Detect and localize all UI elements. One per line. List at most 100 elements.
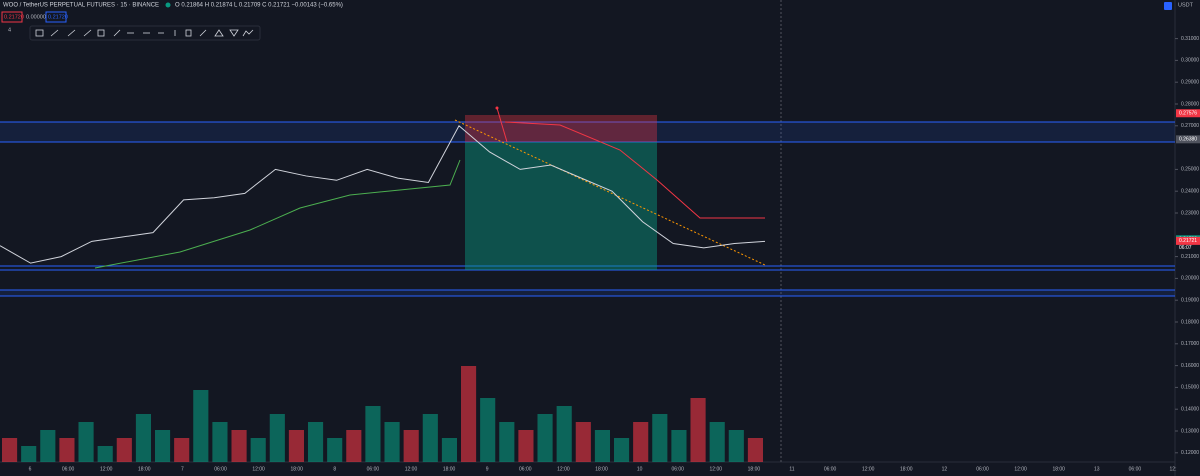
ohlc: O 0.21864 H 0.21874 L 0.21709 C 0.21721 …: [175, 3, 343, 9]
price-line: [0, 125, 766, 264]
price-tick-label: 0.17000: [1181, 341, 1199, 347]
time-label: 06:00: [214, 466, 227, 472]
buy-button[interactable]: [45, 11, 67, 23]
volume-bar: [728, 430, 744, 462]
stop-zone: [465, 115, 657, 142]
time-label: 12:: [1170, 466, 1177, 472]
time-label: 18:00: [138, 466, 151, 472]
price-label-box: [1176, 109, 1200, 118]
price-label-box: [1176, 236, 1200, 245]
settings-button[interactable]: [1164, 2, 1172, 10]
volume-bar: [518, 430, 534, 462]
volume-bar: [403, 430, 419, 462]
volume-bar: [2, 438, 18, 462]
volume-bar: [327, 438, 343, 462]
volume-bar: [116, 438, 132, 462]
volume-bar: [346, 430, 362, 462]
target-zone: [465, 142, 657, 270]
price-tick-label: 0.19000: [1181, 298, 1199, 304]
volume-bar: [671, 430, 687, 462]
time-label: 18:00: [595, 466, 608, 472]
volume-bar: [288, 430, 304, 462]
time-label: 18:00: [748, 466, 761, 472]
price-tick-label: 0.24000: [1181, 189, 1199, 195]
time-label: 8: [333, 466, 336, 472]
time-label: 06:00: [824, 466, 837, 472]
price-tick-label: 0.29000: [1181, 80, 1199, 86]
countdown: 06:07: [1179, 245, 1192, 251]
price-tick-label: 0.20000: [1181, 276, 1199, 282]
volume-bar: [21, 446, 37, 462]
time-label: 7: [181, 466, 184, 472]
time-label: 06:00: [62, 466, 75, 472]
volume-bar: [250, 438, 266, 462]
time-label: 06:00: [519, 466, 532, 472]
status-dot: [165, 2, 171, 8]
time-label: 9: [486, 466, 489, 472]
spread: 0.00000: [26, 14, 46, 20]
time-label: 13: [1094, 466, 1100, 472]
time-label: 06:00: [976, 466, 989, 472]
price-label: 0.26380: [1179, 137, 1197, 143]
volume-bar: [97, 446, 113, 462]
time-label: 12:00: [862, 466, 875, 472]
time-label: 12:00: [710, 466, 723, 472]
volume-bar: [78, 422, 94, 462]
volume-bar: [480, 398, 496, 462]
price-tick-label: 0.25000: [1181, 167, 1199, 173]
volume-bar: [441, 438, 457, 462]
time-label: 12:00: [1014, 466, 1027, 472]
time-label: 18:00: [290, 466, 303, 472]
price-tick-label: 0.16000: [1181, 363, 1199, 369]
zone: [0, 290, 1175, 296]
price-tick-label: 0.13000: [1181, 428, 1199, 434]
price-tick-label: 0.23000: [1181, 210, 1199, 216]
sell-button[interactable]: [1, 11, 23, 23]
price-tick-label: 0.12000: [1181, 450, 1199, 456]
volume-bar: [575, 422, 591, 462]
volume-bar: [231, 430, 247, 462]
time-label: 18:00: [1052, 466, 1065, 472]
volume-bar: [155, 430, 171, 462]
symbol: WOO / TetherUS PERPETUAL FUTURES · 15 · …: [3, 3, 159, 9]
price-label-box: [1176, 135, 1200, 144]
volume-bar: [365, 406, 381, 462]
sell-price: 0.21720: [4, 14, 24, 20]
indicator-count: 4: [8, 27, 11, 33]
toolbar-icons: [35, 29, 254, 37]
buy-price: 0.21720: [48, 14, 68, 20]
price-tick-label: 0.14000: [1181, 407, 1199, 413]
volume-bar: [690, 398, 706, 462]
price-tick-label: 0.15000: [1181, 385, 1199, 391]
price-tick-label: 0.28000: [1181, 101, 1199, 107]
time-label: 18:00: [900, 466, 913, 472]
trend-line: [496, 107, 508, 143]
time-label: 06:00: [671, 466, 684, 472]
volume-bar: [556, 406, 572, 462]
time-label: 6: [29, 466, 32, 472]
price-label: 0.27576: [1179, 111, 1197, 117]
time-label: 12: [942, 466, 948, 472]
anchor: [495, 106, 499, 110]
volume-bar: [709, 422, 725, 462]
volume-bar: [652, 414, 668, 462]
time-label: 10: [637, 466, 643, 472]
time-label: 11: [789, 466, 794, 472]
volume-bar: [461, 366, 477, 462]
zone: [0, 122, 1175, 142]
plot: [0, 125, 766, 462]
time-label: 06:00: [367, 466, 380, 472]
price-tick-label: 0.27000: [1181, 123, 1199, 129]
volume-bar: [308, 422, 324, 462]
time-label: 12:00: [557, 466, 570, 472]
price-tick-label: 0.30000: [1181, 58, 1199, 64]
volume-bar: [499, 422, 515, 462]
price-tick-label: 0.21000: [1181, 254, 1199, 260]
time-label: 12:00: [405, 466, 418, 472]
volume-bar: [40, 430, 56, 462]
trailing-stop: [94, 159, 461, 269]
volume-bar: [422, 414, 438, 462]
volume-bar: [59, 438, 75, 462]
volume-bar: [212, 422, 228, 462]
